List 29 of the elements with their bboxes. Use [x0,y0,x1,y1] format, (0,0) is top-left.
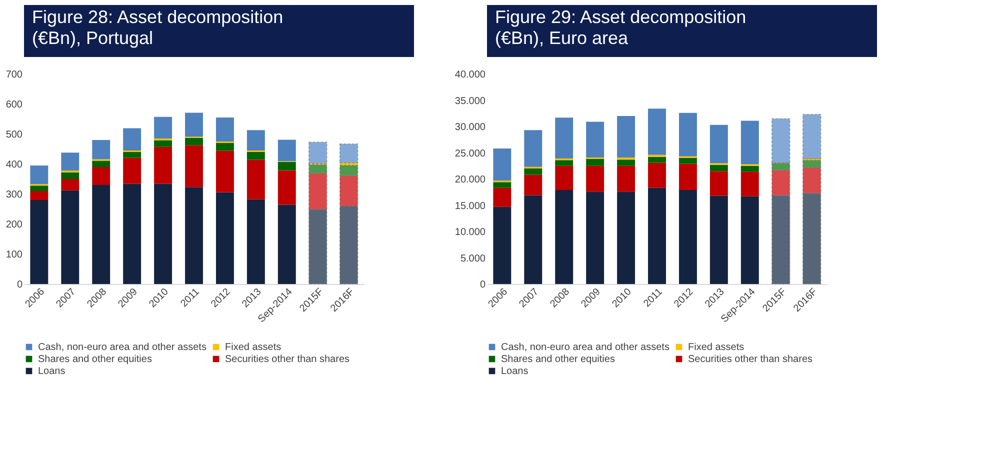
legend-label: Cash, non-euro area and other assets [501,342,670,353]
y-tick-label: 100 [6,250,23,260]
y-tick-label: 700 [6,70,23,80]
legend-label: Loans [38,366,66,377]
y-tick-label: 200 [6,220,23,230]
y-tick-label: 35.000 [454,96,486,107]
y-tick-label: 20.000 [454,174,486,186]
y-tick-label: 500 [6,130,23,140]
chart-title: Figure 29: Asset decomposition (€Bn), Euro area [495,7,746,48]
legend-label: Fixed assets [225,342,282,353]
y-tick-label: 5.000 [460,253,486,264]
chart-title: Figure 28: Asset decomposition (€Bn), Portugal [32,7,284,48]
y-tick-label: 40.000 [454,70,486,80]
y-tick-label: 0 [16,280,23,290]
legend-label: Loans [501,366,528,377]
legend-label: Cash, non-euro area and other assets [38,342,206,353]
y-tick-label: 300 [6,190,23,200]
y-tick-label: 10.000 [454,227,486,238]
y-tick-label: 30.000 [454,122,486,133]
legend-label: Securities other than shares [225,354,350,365]
legend-label: Securities other than shares [688,354,813,365]
y-tick-label: 600 [6,100,23,110]
legend-label: Fixed assets [688,342,744,353]
y-tick-label: 15.000 [454,200,486,212]
y-tick-label: 400 [6,160,23,170]
legend-label: Shares and other equities [38,354,152,365]
legend-label: Shares and other equities [501,354,615,365]
y-tick-label: 0 [480,280,486,290]
y-tick-label: 25.000 [454,148,486,160]
